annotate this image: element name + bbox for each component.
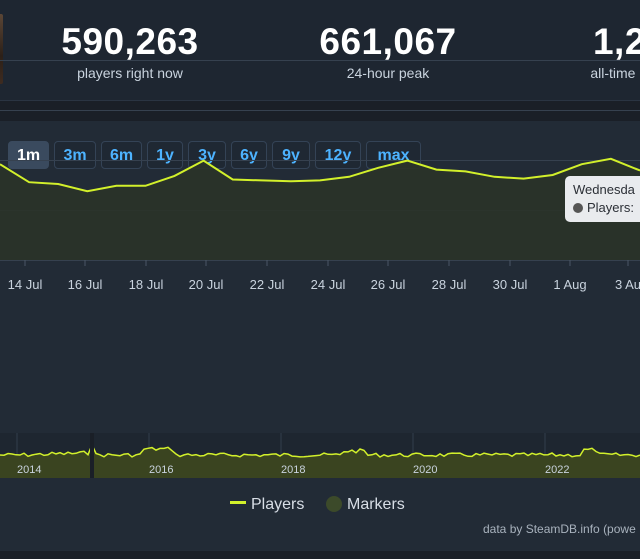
players-line-chart[interactable]: 14 Jul 16 Jul 18 Jul 20 Jul 22 Jul 24 Jul 26 J… [0, 60, 640, 310]
x-tick-label: 18 Jul [129, 277, 164, 292]
range-button-1m[interactable]: 1m [8, 141, 49, 169]
navigator-line [0, 443, 640, 458]
x-tick-label: 16 Jul [68, 277, 103, 292]
tooltip-title: Wednesda [573, 182, 635, 197]
range-button-6y[interactable]: 6y [231, 141, 267, 169]
legend-item-players[interactable]: Players [230, 494, 304, 516]
x-tick-label: 24 Jul [311, 277, 346, 292]
x-tick-label: 20 Jul [189, 277, 224, 292]
range-button-1y[interactable]: 1y [147, 141, 183, 169]
range-button-12y[interactable]: 12y [315, 141, 361, 169]
data-credit-link[interactable]: data by SteamDB.info (powe [483, 522, 636, 536]
marker-swatch-icon [326, 496, 342, 512]
series-area [0, 158, 640, 260]
navigator-gap [90, 433, 94, 478]
x-tick-label: 22 Jul [250, 277, 285, 292]
chart-tooltip: Wednesda Players: [565, 176, 640, 222]
game-thumbnail[interactable] [0, 14, 3, 84]
stat-value: 661,067 [319, 21, 457, 62]
x-tick-label: 26 Jul [371, 277, 406, 292]
range-button-6m[interactable]: 6m [101, 141, 142, 169]
x-tick-label: 28 Jul [432, 277, 467, 292]
stat-current-players: 590,263 players right now [40, 20, 220, 82]
series-dot-icon [573, 203, 583, 213]
navigator-chart[interactable]: 2014 2016 2018 2020 2022 [0, 433, 640, 478]
x-tick-label: 30 Jul [493, 277, 528, 292]
navigator-tick-label: 2014 [17, 464, 41, 476]
stat-value: 590,263 [61, 21, 199, 62]
tooltip-series: Players: [573, 199, 640, 217]
line-swatch-icon [230, 501, 246, 504]
stat-24h-peak: 661,067 24-hour peak [298, 20, 478, 82]
stat-all-time-peak: 1,29 all-time peak [540, 20, 640, 82]
range-selector: 1m 3m 6m 1y 3y 6y 9y 12y max [0, 141, 640, 171]
chart-legend: Players Markers [0, 494, 640, 518]
stat-value: 1,29 [592, 21, 640, 62]
x-tick-label: 3 Au [615, 277, 640, 292]
range-button-9y[interactable]: 9y [272, 141, 310, 169]
range-button-3m[interactable]: 3m [54, 141, 96, 169]
stat-label: 24-hour peak [346, 65, 430, 81]
tooltip-series-label: Players: [587, 200, 634, 215]
navigator-tick-label: 2022 [545, 464, 569, 476]
x-tick-label: 14 Jul [8, 277, 43, 292]
stats-bar: 590,263 players right now 661,067 24-hou… [0, 0, 640, 101]
legend-label: Players [251, 496, 305, 513]
navigator-tick-label: 2016 [149, 464, 173, 476]
navigator-tick-label: 2020 [413, 464, 437, 476]
legend-label: Markers [347, 496, 405, 513]
legend-item-markers[interactable]: Markers [326, 494, 405, 516]
stat-label: players right now [77, 65, 183, 81]
navigator-area [0, 444, 640, 478]
x-tick-label: 1 Aug [553, 277, 586, 292]
navigator-tick-label: 2018 [281, 464, 305, 476]
stat-label: all-time peak [590, 65, 640, 81]
series-line [0, 157, 640, 193]
